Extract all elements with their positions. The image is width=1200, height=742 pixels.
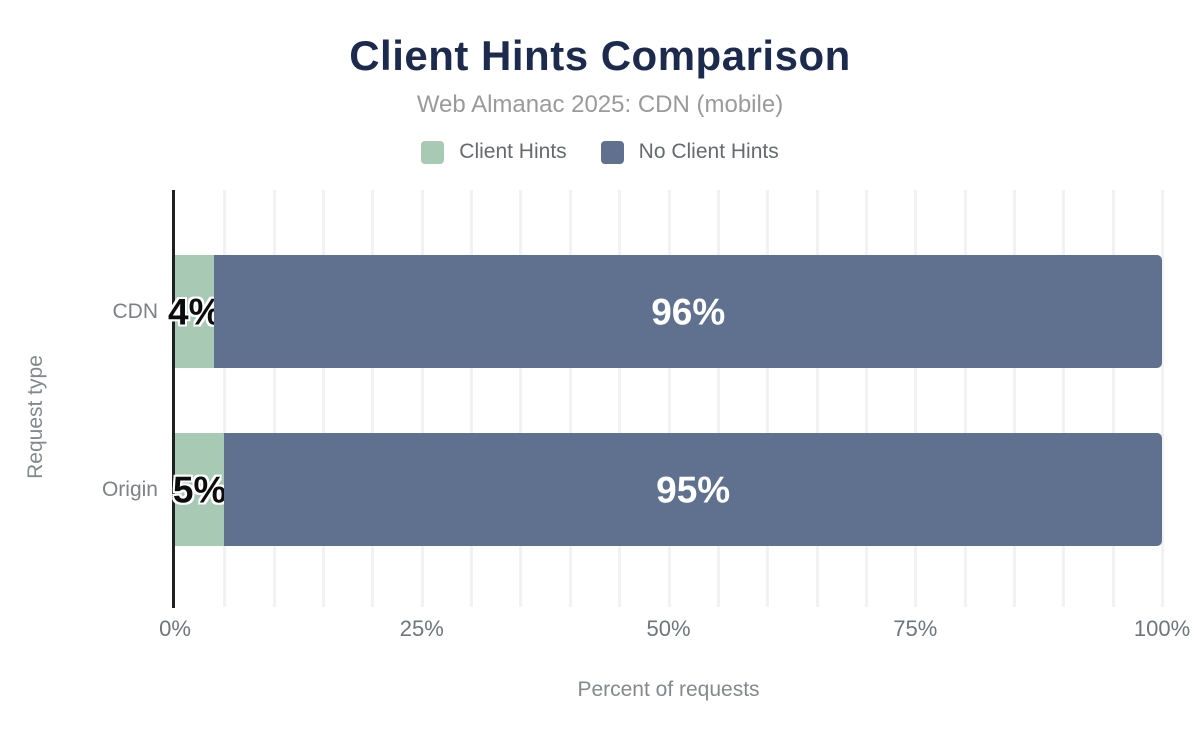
gridline	[470, 190, 474, 607]
gridline	[766, 190, 770, 607]
bar-row: 5% 95%	[172, 433, 1162, 546]
bar-segment	[175, 255, 215, 368]
gridline	[223, 190, 227, 607]
legend-item-client-hints[interactable]: Client Hints	[421, 140, 567, 164]
gridline	[568, 190, 572, 607]
legend: Client Hints No Client Hints	[0, 140, 1200, 164]
bar-segment	[224, 433, 1162, 546]
bar-value-label: 95%	[656, 469, 731, 510]
gridline	[519, 190, 523, 607]
x-tick-label: 100%	[1133, 616, 1191, 641]
legend-swatch-client-hints-icon	[421, 140, 445, 164]
bar-row: 4% 96%	[168, 255, 1162, 368]
gridline	[716, 190, 720, 607]
x-tick-label: 75%	[893, 616, 938, 641]
gridline	[667, 190, 671, 607]
bar-value-label: 5%	[172, 469, 227, 510]
legend-label: No Client Hints	[638, 140, 779, 163]
y-axis-line	[172, 190, 175, 608]
category-label: Origin	[101, 477, 158, 501]
bar-value-label: 96%	[651, 291, 726, 332]
bar-value-label: 4%	[167, 291, 222, 332]
gridline	[618, 190, 622, 607]
x-tick-label: 50%	[646, 616, 691, 641]
gridline	[272, 190, 276, 607]
chart-title: Client Hints Comparison	[349, 32, 851, 79]
gridline	[1012, 190, 1016, 607]
gridline	[864, 190, 868, 607]
category-labels: CDN Origin	[0, 190, 158, 607]
gridline	[371, 190, 375, 607]
x-axis-title: Percent of requests	[577, 678, 760, 701]
gridline	[322, 190, 326, 607]
x-axis-ticks: 0% 25% 50% 75% 100%	[159, 616, 1190, 644]
bar-segment	[175, 433, 225, 546]
chart-subtitle: Web Almanac 2025: CDN (mobile)	[416, 91, 784, 118]
legend-label: Client Hints	[459, 140, 567, 163]
legend-item-no-client-hints[interactable]: No Client Hints	[600, 140, 779, 164]
gridline	[1111, 190, 1115, 607]
gridline	[914, 190, 918, 607]
plot-area: 4% 96% 5% 95%	[168, 190, 1164, 608]
legend-swatch-no-client-hints-icon	[600, 140, 624, 164]
gridline	[420, 190, 424, 607]
gridline	[1161, 190, 1164, 607]
x-tick-label: 25%	[399, 616, 444, 641]
bar-segment	[214, 255, 1162, 368]
x-tick-label: 0%	[159, 616, 191, 641]
gridline	[815, 190, 819, 607]
gridline	[1062, 190, 1066, 607]
gridline	[963, 190, 967, 607]
category-label: CDN	[112, 299, 159, 323]
